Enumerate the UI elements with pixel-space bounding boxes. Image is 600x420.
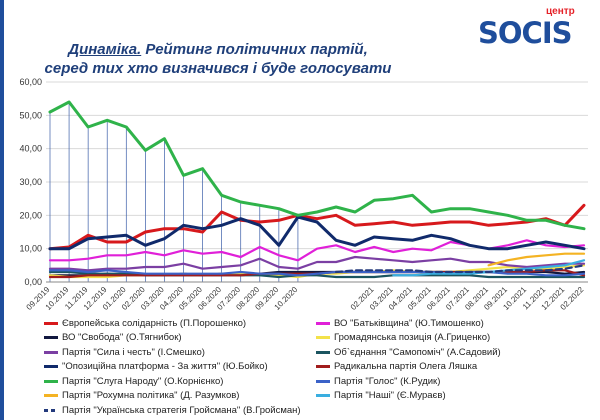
series-line — [487, 252, 586, 267]
legend-swatch — [44, 408, 58, 412]
y-tick-label: 30,00 — [19, 177, 42, 187]
legend-label: Європейська солідарність (П.Порошенко) — [62, 317, 247, 329]
legend-label: Партія "Наші" (Є.Мураєв) — [334, 390, 446, 401]
series-line — [48, 269, 586, 277]
line-chart: 0,0010,0020,0030,0040,0050,0060,0009.201… — [19, 77, 588, 312]
legend-item: "Опозиційна платформа - За життя" (Ю.Бой… — [44, 360, 268, 374]
logo-wordmark: SOCIS — [478, 16, 572, 50]
legend-item: Партія "Наші" (Є.Мураєв) — [316, 389, 446, 403]
legend-label: Партія "Слуга Народу" (О.Корнієнко) — [62, 375, 224, 387]
legend-label: Партія "Українська стратегія Гройсмана" … — [62, 404, 301, 416]
chart-subtitle: серед тих хто визначився і буде голосува… — [44, 60, 392, 77]
legend-swatch — [316, 394, 330, 397]
legend-swatch — [44, 321, 58, 325]
legend-swatch — [316, 336, 330, 339]
legend-item: Партія "Сила і честь" (І.Смешко) — [44, 345, 205, 359]
y-tick-label: 20,00 — [19, 210, 42, 220]
y-tick-label: 40,00 — [19, 144, 42, 154]
legend-item: Європейська солідарність (П.Порошенко) — [44, 316, 246, 330]
legend-item: Партія "Рохумна політика" (Д. Разумков) — [44, 389, 239, 403]
legend-item: ВО "Свобода" (О.Тягнибок) — [44, 331, 182, 345]
legend-swatch — [316, 379, 330, 383]
legend-label: Громадянська позиція (А.Гриценко) — [334, 332, 491, 343]
legend-item: Об`єднання "Самопоміч" (А.Садовий) — [316, 345, 501, 359]
chart-title: Динаміка. Рейтинг політичних партій, сер… — [28, 40, 408, 78]
legend-item: Партія "Українська стратегія Гройсмана" … — [44, 403, 301, 417]
legend-item: ВО "Батьківщина" (Ю.Тимошенко) — [316, 316, 484, 330]
legend-swatch — [44, 336, 58, 339]
legend-swatch — [316, 321, 330, 325]
series-line — [48, 100, 586, 231]
legend-item: Партія "Голос" (К.Рудик) — [316, 374, 440, 388]
title-underlined: Динаміка. — [68, 41, 142, 58]
y-tick-label: 60,00 — [19, 77, 42, 87]
legend-label: "Опозиційна платформа - За життя" (Ю.Бой… — [62, 361, 268, 372]
legend-swatch — [316, 365, 330, 368]
socis-logo: центр SOCIS — [478, 6, 598, 50]
frame-accent-bar — [0, 0, 4, 420]
y-tick-label: 50,00 — [19, 110, 42, 120]
logo-center-label: центр — [546, 6, 575, 17]
series-line — [48, 215, 586, 251]
legend-label: Партія "Сила і честь" (І.Смешко) — [62, 346, 205, 358]
legend-item: Партія "Слуга Народу" (О.Корнієнко) — [44, 374, 223, 388]
legend-swatch — [44, 365, 58, 368]
legend-swatch — [44, 379, 58, 383]
legend-label: ВО "Батьківщина" (Ю.Тимошенко) — [334, 317, 484, 329]
legend-label: Партія "Рохумна політика" (Д. Разумков) — [62, 390, 240, 401]
series-line — [48, 203, 586, 251]
series-line — [335, 264, 586, 274]
legend-swatch — [44, 394, 58, 397]
legend-swatch — [44, 350, 58, 354]
y-tick-label: 0,00 — [24, 277, 42, 287]
legend-label: Радикальна партія Олега Ляшка — [334, 361, 478, 372]
series-line — [48, 239, 586, 262]
y-tick-label: 10,00 — [19, 244, 42, 254]
legend-label: Об`єднання "Самопоміч" (А.Садовий) — [334, 346, 501, 358]
legend-item: Громадянська позиція (А.Гриценко) — [316, 331, 490, 345]
legend-item: Радикальна партія Олега Ляшка — [316, 360, 477, 374]
legend-label: Партія "Голос" (К.Рудик) — [334, 375, 441, 387]
legend-swatch — [316, 350, 330, 354]
title-rest: Рейтинг політичних партій, — [141, 41, 368, 58]
legend-label: ВО "Свобода" (О.Тягнибок) — [62, 332, 182, 343]
